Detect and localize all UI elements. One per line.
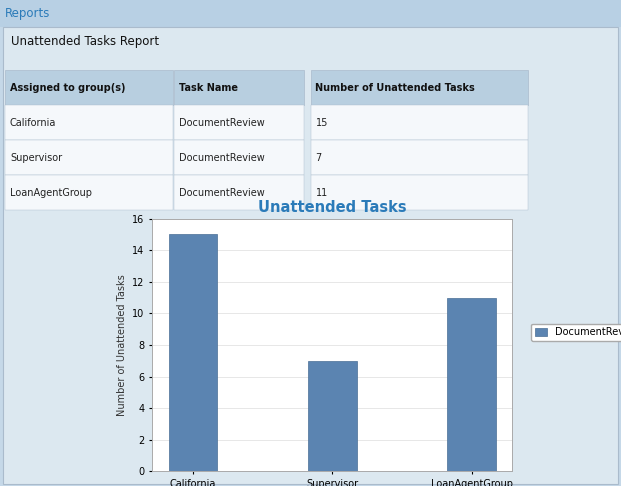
Text: Reports: Reports bbox=[5, 7, 50, 20]
Title: Unattended Tasks: Unattended Tasks bbox=[258, 200, 407, 215]
Text: DocumentReview: DocumentReview bbox=[179, 188, 265, 198]
Bar bbox=[310, 175, 528, 210]
Text: Assigned to group(s): Assigned to group(s) bbox=[10, 83, 125, 93]
Text: LoanAgentGroup: LoanAgentGroup bbox=[10, 188, 92, 198]
Text: Number of Unattended Tasks: Number of Unattended Tasks bbox=[315, 83, 475, 93]
Bar bbox=[5, 140, 173, 175]
Text: California: California bbox=[10, 118, 57, 128]
Text: 7: 7 bbox=[315, 153, 322, 163]
Text: 11: 11 bbox=[315, 188, 328, 198]
Bar bbox=[174, 70, 304, 105]
Bar bbox=[5, 70, 173, 105]
Bar bbox=[5, 105, 173, 140]
Text: Unattended Tasks Report: Unattended Tasks Report bbox=[11, 35, 160, 49]
Legend: DocumentReview: DocumentReview bbox=[532, 324, 621, 341]
Bar bbox=[5, 175, 173, 210]
Bar bbox=[310, 70, 528, 105]
Bar bbox=[174, 105, 304, 140]
Bar bbox=[308, 361, 356, 471]
Bar bbox=[0, 0, 621, 27]
Text: 15: 15 bbox=[315, 118, 328, 128]
Bar bbox=[447, 297, 496, 471]
Bar bbox=[174, 175, 304, 210]
Text: Supervisor: Supervisor bbox=[10, 153, 62, 163]
Bar bbox=[174, 140, 304, 175]
Text: DocumentReview: DocumentReview bbox=[179, 153, 265, 163]
Bar bbox=[310, 140, 528, 175]
Y-axis label: Number of Unattended Tasks: Number of Unattended Tasks bbox=[117, 274, 127, 416]
Text: Task Name: Task Name bbox=[179, 83, 238, 93]
Text: DocumentReview: DocumentReview bbox=[179, 118, 265, 128]
Bar bbox=[168, 234, 217, 471]
Bar bbox=[310, 105, 528, 140]
